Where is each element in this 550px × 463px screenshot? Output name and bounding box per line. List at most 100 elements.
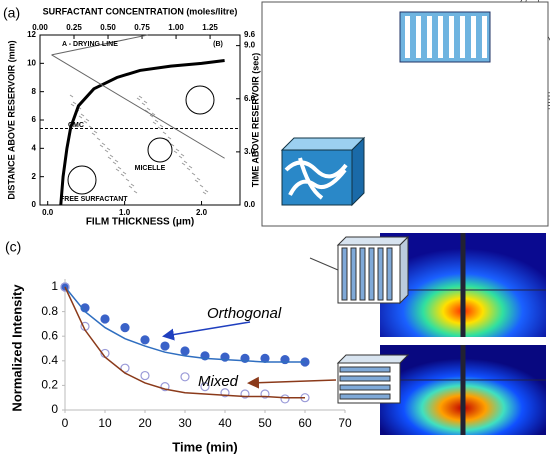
x-tick-label: 40	[218, 416, 232, 430]
fit-line	[64, 286, 305, 399]
schematic	[147, 137, 173, 163]
annotation: A - DRYING LINE	[62, 41, 118, 48]
y2-tick-label: 0.0	[244, 200, 256, 209]
panel-a: 0.0 1.0 2.0 0.00 0.25 0.50 0.75 1.00 1.25 0 2 4 6 8 10…	[3, 5, 260, 228]
speckle	[69, 94, 74, 98]
speckle	[204, 189, 209, 193]
speckle	[152, 121, 157, 125]
curve	[51, 34, 148, 56]
speckle	[180, 153, 185, 157]
speckle	[125, 178, 130, 182]
y-tick-label: 2	[32, 172, 37, 181]
speckle	[101, 142, 106, 146]
speckle	[112, 161, 117, 165]
speckle	[194, 179, 199, 183]
speckle	[80, 113, 85, 117]
y-tick-label: 0.8	[41, 304, 58, 318]
point	[280, 394, 290, 404]
ordered-film-icon	[399, 11, 491, 63]
speckle	[199, 184, 204, 188]
point	[220, 388, 230, 398]
arrow	[162, 321, 251, 341]
point	[100, 314, 110, 324]
point	[140, 335, 150, 345]
x2-tick-label: 1.00	[168, 23, 184, 32]
x2-tick-label: 0.75	[134, 23, 150, 32]
speckle	[183, 160, 188, 164]
speckle	[191, 172, 196, 176]
x2-tick-label: 0.00	[32, 23, 48, 32]
speckle	[181, 162, 186, 166]
x-axis-label: Time (min)	[172, 439, 238, 454]
point	[160, 382, 170, 392]
speckle	[175, 148, 180, 152]
speckle	[202, 191, 207, 195]
speckle	[170, 143, 175, 147]
y-tick-label: 0	[51, 402, 58, 416]
point	[260, 389, 270, 399]
curve	[59, 59, 225, 206]
mixed-icon	[336, 354, 410, 404]
speckle	[151, 112, 156, 116]
x2-axis-label: SURFACTANT CONCENTRATION (moles/litre)	[43, 6, 238, 16]
speckle	[96, 137, 101, 141]
schematic	[185, 85, 215, 115]
decor	[162, 1, 549, 435]
point	[180, 372, 190, 382]
annotation: MICELLE	[135, 165, 166, 172]
speckle	[115, 168, 120, 172]
speckle	[178, 155, 183, 159]
y2-tick-label: 9.6	[244, 30, 256, 39]
point	[200, 382, 210, 392]
annotation: FREE SURFACTANT	[60, 196, 128, 203]
speckle	[149, 114, 154, 118]
point	[140, 370, 150, 381]
annotation: CMC	[68, 122, 84, 129]
panel-c: 0 10 20 30 40 50 60 70 0 0.2 0.4 0.6 0.8 1 Orthogonal M…	[5, 239, 352, 455]
speckle	[196, 177, 201, 181]
x-tick-label: 0.0	[42, 208, 54, 217]
speckle	[88, 125, 93, 129]
speckle	[136, 97, 141, 101]
y-tick-label: 0.2	[41, 378, 58, 392]
speckle	[122, 171, 127, 175]
speckle	[91, 132, 96, 136]
leader	[309, 257, 339, 271]
point	[60, 282, 70, 292]
orthogonal-icon	[336, 235, 410, 305]
speckle	[138, 95, 143, 99]
speckle	[173, 150, 178, 154]
mixed-film-icon	[280, 136, 366, 207]
x-tick-label: 70	[338, 416, 352, 430]
speckle	[114, 159, 119, 163]
speckle	[120, 173, 125, 177]
annotation: (B)	[213, 41, 223, 48]
speckle	[117, 166, 122, 170]
y2-axis-label: TIME ABOVE RESERVOIR (sec)	[250, 53, 260, 188]
speckle	[141, 102, 146, 106]
y-tick-label: 0	[32, 200, 37, 209]
point	[240, 389, 250, 399]
y-axis-label: Normalized Intensity	[9, 284, 24, 412]
speckle	[188, 165, 193, 169]
x2-tick-label: 0.50	[100, 23, 116, 32]
x-tick-label: 50	[258, 416, 272, 430]
speckle	[186, 167, 191, 171]
speckle	[72, 101, 77, 105]
speckle	[162, 131, 167, 135]
y-axis-label: DISTANCE ABOVE RESERVOIR (mm)	[6, 40, 16, 199]
y-tick-label: 6	[32, 115, 37, 124]
speckle	[109, 154, 114, 158]
panel-label: (a)	[3, 5, 20, 21]
x-tick-label: 30	[178, 416, 192, 430]
speckle	[146, 107, 151, 111]
speckle	[107, 156, 112, 160]
series-label: Mixed	[198, 373, 239, 390]
y-tick-label: 8	[32, 87, 37, 96]
x-tick-label: 1.0	[119, 208, 131, 217]
speckle	[78, 115, 83, 119]
curve	[51, 54, 225, 159]
y-tick-label: 0.6	[41, 328, 58, 342]
speckle	[154, 119, 159, 123]
